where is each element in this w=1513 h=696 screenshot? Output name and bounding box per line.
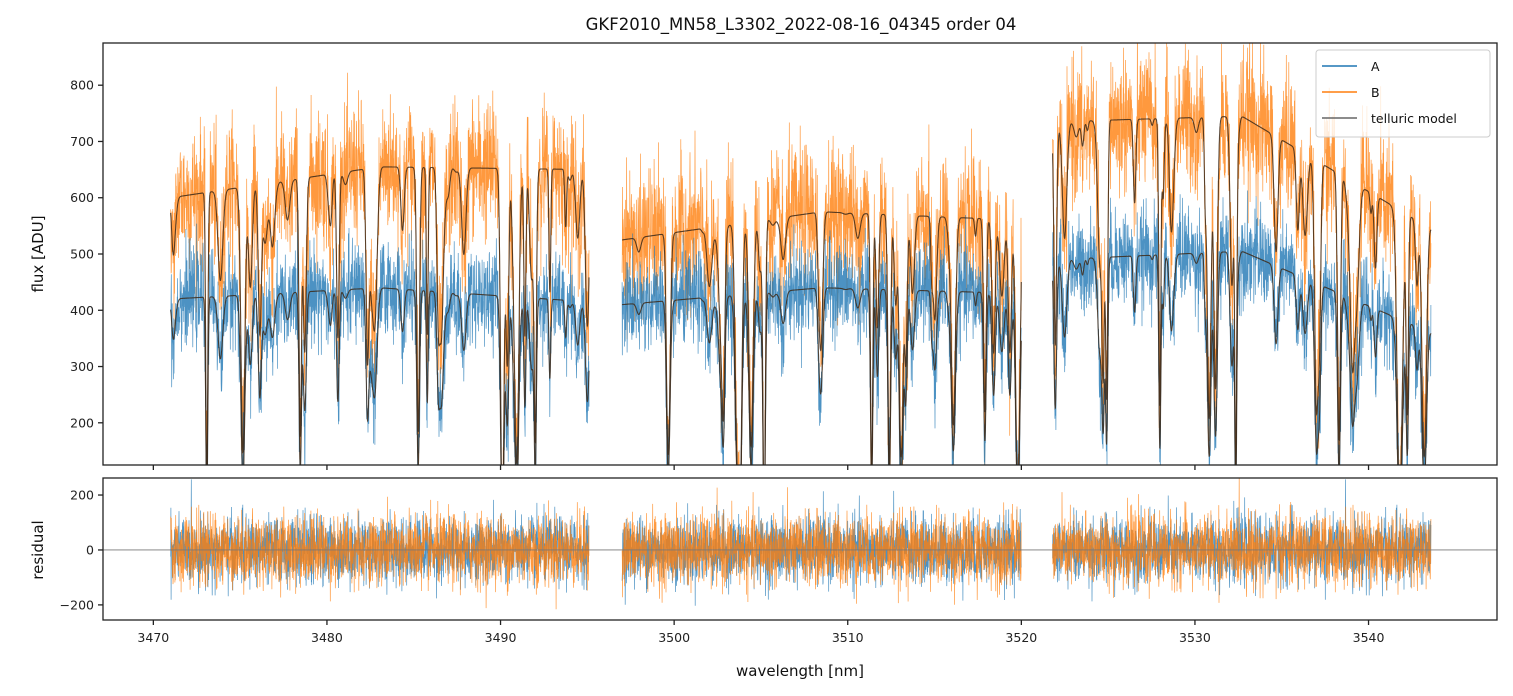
flux-panel: 200 300 400 500 600 700 800 flux [ADU] A B tel… bbox=[29, 42, 1498, 470]
x-tick-label: 3480 bbox=[311, 630, 343, 645]
x-tick-label: 3540 bbox=[1353, 630, 1385, 645]
y-tick-label: 600 bbox=[70, 190, 94, 205]
telluric-model-a bbox=[170, 287, 590, 465]
flux-y-axis: 200 300 400 500 600 700 800 bbox=[70, 78, 103, 430]
y-tick-label: 200 bbox=[70, 415, 94, 430]
telluric-model-a bbox=[1052, 251, 1432, 465]
residual-x-axis: 3470 3480 3490 3500 3510 3520 3530 3540 bbox=[137, 620, 1384, 645]
y-tick-label: −200 bbox=[60, 597, 94, 612]
telluric-model-b bbox=[622, 211, 1022, 465]
flux-plot-area bbox=[170, 43, 1432, 465]
flux-series-a bbox=[1052, 190, 1432, 465]
legend-box bbox=[1315, 49, 1491, 138]
residual-series-b bbox=[621, 487, 1022, 605]
telluric-model-a bbox=[622, 287, 1022, 465]
residual-series-b bbox=[170, 496, 590, 610]
y-tick-label: 700 bbox=[70, 134, 94, 149]
flux-series-b bbox=[1052, 43, 1432, 465]
y-tick-label: 0 bbox=[86, 542, 94, 557]
y-tick-label: 300 bbox=[70, 359, 94, 374]
x-tick-label: 3520 bbox=[1005, 630, 1037, 645]
x-axis-label: wavelength [nm] bbox=[736, 662, 864, 680]
y-tick-label: 200 bbox=[70, 488, 94, 503]
residual-panel: −200 0 200 3470 3480 3490 3500 3510 3520 3530 354… bbox=[29, 477, 1498, 645]
legend: A B telluric model bbox=[1315, 49, 1491, 138]
x-tick-label: 3500 bbox=[658, 630, 690, 645]
x-tick-label: 3470 bbox=[137, 630, 169, 645]
y-tick-label: 800 bbox=[70, 78, 94, 93]
residual-panel-frame bbox=[102, 477, 1498, 621]
flux-x-axis-ticks bbox=[152, 465, 1370, 470]
y-tick-label: 400 bbox=[70, 303, 94, 318]
residual-series-b bbox=[1052, 478, 1432, 603]
residual-y-axis-label: residual bbox=[29, 520, 47, 579]
chart-title: GKF2010_MN58_L3302_2022-08-16_04345 orde… bbox=[586, 15, 1017, 35]
legend-label-b: B bbox=[1371, 85, 1380, 100]
residual-y-axis: −200 0 200 bbox=[60, 488, 103, 612]
flux-y-axis-label: flux [ADU] bbox=[29, 215, 47, 292]
telluric-model-b bbox=[1052, 116, 1432, 465]
legend-label-a: A bbox=[1371, 59, 1380, 74]
y-tick-label: 500 bbox=[70, 247, 94, 262]
legend-label-telluric-model: telluric model bbox=[1371, 111, 1457, 126]
x-tick-label: 3510 bbox=[832, 630, 864, 645]
telluric-model-b bbox=[170, 166, 590, 465]
x-tick-label: 3530 bbox=[1179, 630, 1211, 645]
x-tick-label: 3490 bbox=[485, 630, 517, 645]
residual-plot-area bbox=[170, 478, 1432, 610]
